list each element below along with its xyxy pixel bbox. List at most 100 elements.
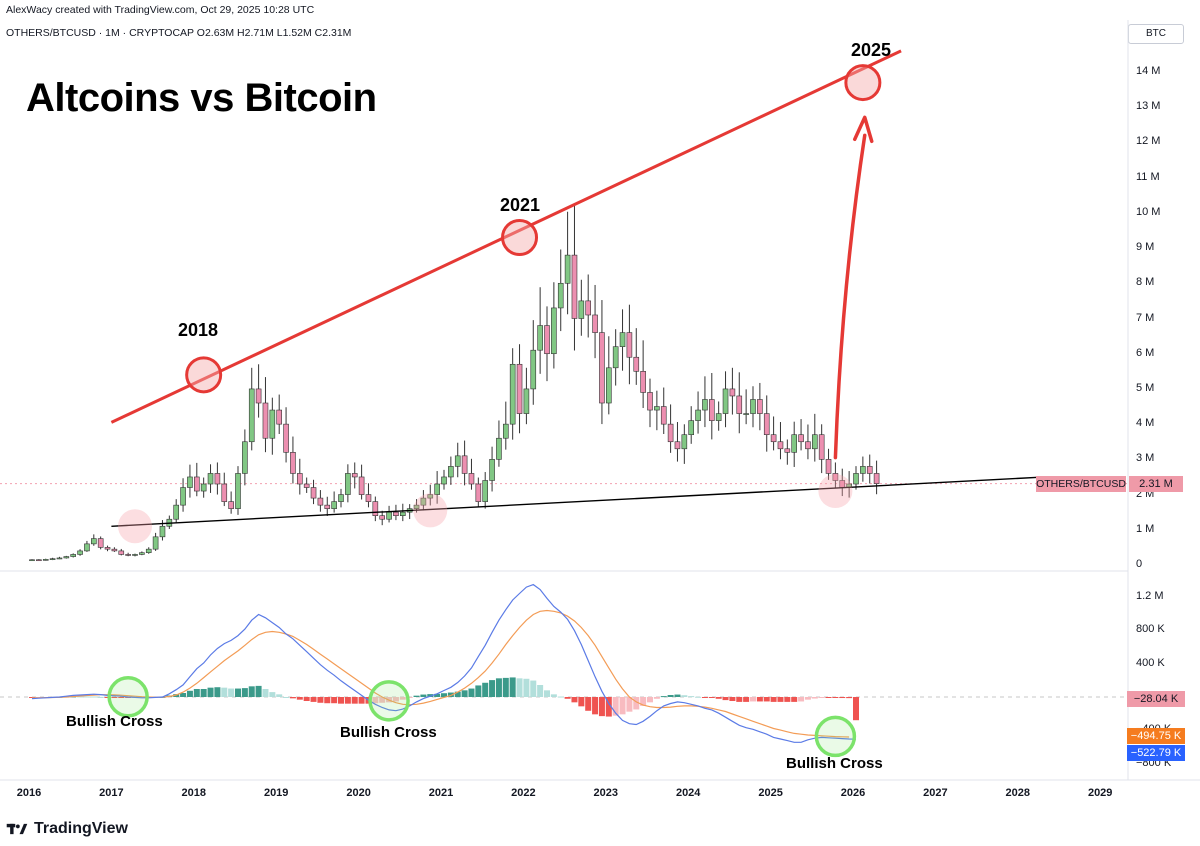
candle-body	[516, 363, 523, 414]
author-line: AlexWacy created with TradingView.com, O…	[6, 4, 315, 16]
candle	[654, 390, 660, 431]
macd-histogram-bar	[351, 697, 358, 704]
macd-histogram-bar	[846, 697, 853, 699]
candle-body	[612, 346, 619, 369]
candle	[873, 460, 880, 495]
candle	[461, 440, 468, 486]
macd-histogram-bar	[221, 687, 228, 697]
candle	[180, 478, 186, 512]
price-axis-tick: 6 M	[1136, 346, 1155, 359]
candle-body	[77, 550, 83, 555]
candle-body	[585, 300, 592, 316]
candle-body	[255, 388, 262, 404]
macd-histogram-bar	[111, 697, 118, 698]
macd-histogram-bar	[530, 680, 537, 697]
candle	[509, 348, 516, 440]
candle-body	[365, 494, 372, 502]
price-axis-tick: 3 M	[1136, 452, 1155, 465]
macd-histogram-bar	[598, 697, 605, 717]
macd-histogram-bar	[660, 696, 667, 698]
macd-histogram-bar	[289, 697, 296, 699]
candle	[571, 205, 578, 351]
macd-histogram-bar	[832, 697, 839, 698]
candle	[557, 249, 564, 332]
candle	[166, 515, 173, 529]
candle-body	[695, 409, 701, 421]
peak-label-2021: 2021	[499, 195, 541, 215]
candle-body	[654, 406, 660, 411]
support-touch-marker	[118, 509, 152, 544]
candle	[599, 300, 605, 425]
candle	[42, 558, 49, 561]
candle-body	[770, 434, 777, 443]
candle	[91, 534, 97, 546]
candle	[317, 490, 324, 512]
candle-body	[530, 349, 537, 390]
candle	[454, 442, 461, 478]
candle-body	[537, 325, 543, 351]
macd-histogram-bar	[372, 697, 379, 704]
macd-histogram-bar	[729, 697, 736, 702]
time-axis-tick: 2026	[840, 787, 866, 799]
candle-body	[358, 476, 365, 495]
price-axis-tick: 4 M	[1136, 417, 1155, 430]
candle	[427, 484, 434, 506]
candle	[743, 389, 749, 425]
candle-body	[338, 494, 344, 502]
macd-histogram-bar	[269, 692, 276, 697]
macd-histogram-bar	[653, 697, 660, 699]
candle-body	[434, 483, 440, 495]
candle-body	[454, 455, 461, 467]
candle-body	[173, 504, 179, 520]
candle-body	[811, 434, 818, 450]
candle	[763, 395, 770, 452]
symbol-ohlc-line[interactable]: OTHERS/BTCUSD · 1M · CRYPTOCAP O2.63M H2…	[6, 27, 352, 39]
macd-histogram-bar	[454, 691, 461, 697]
candle	[605, 336, 612, 415]
macd-histogram-bar	[276, 694, 283, 697]
candle	[612, 329, 619, 386]
candle-body	[777, 441, 784, 450]
candle	[681, 424, 688, 464]
candle	[324, 496, 331, 516]
candle-body	[139, 552, 145, 555]
candle-body	[633, 356, 640, 372]
macd-histogram-bar	[228, 688, 235, 697]
candle	[49, 557, 56, 561]
candle-body	[159, 525, 166, 538]
macd-histogram-bar	[592, 697, 599, 715]
price-axis-tick: 10 M	[1136, 205, 1161, 218]
candle-body	[551, 307, 557, 355]
candle-body	[132, 554, 138, 556]
candle-body	[187, 476, 193, 488]
candle-body	[866, 466, 873, 474]
macd-line-badge: −522.79 K	[1127, 745, 1185, 761]
candle-body	[647, 392, 653, 411]
candle	[475, 477, 482, 508]
candle	[866, 454, 873, 484]
macd-histogram-bar	[605, 697, 612, 717]
macd-histogram-bar	[647, 697, 653, 703]
macd-histogram-bar	[399, 697, 406, 700]
candle-body	[468, 473, 475, 485]
candle	[633, 328, 640, 385]
candle-body	[221, 483, 228, 502]
time-axis-tick: 2027	[923, 787, 948, 799]
macd-histogram-bar	[777, 697, 784, 702]
macd-histogram-bar	[674, 694, 681, 697]
candle	[351, 462, 358, 489]
candle-body	[791, 434, 798, 453]
candle	[722, 371, 729, 428]
macd-histogram-bar	[811, 697, 818, 699]
candle-body	[36, 559, 42, 562]
macd-histogram-bar	[770, 697, 777, 702]
macd-axis-tick: 800 K	[1136, 623, 1165, 636]
price-axis-tick: 9 M	[1136, 241, 1155, 254]
macd-histogram-bar	[461, 690, 468, 697]
macd-histogram-bar	[839, 697, 846, 699]
tradingview-footer[interactable]: TradingView	[6, 820, 128, 838]
support-touch-marker	[413, 493, 448, 528]
macd-histogram-bar	[489, 680, 496, 697]
candle-body	[702, 399, 708, 411]
